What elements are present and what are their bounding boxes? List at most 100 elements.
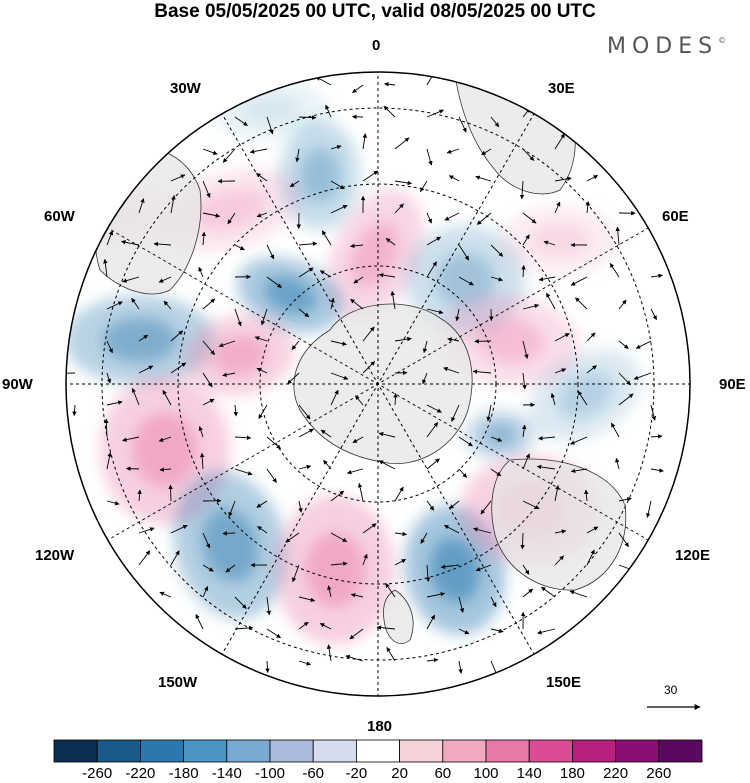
colorbar-swatch	[183, 739, 228, 763]
wind-arrow	[385, 583, 396, 598]
wind-arrow	[455, 308, 460, 322]
wind-arrow	[153, 241, 172, 247]
colorbar-swatch	[572, 739, 617, 763]
wind-arrow	[234, 244, 245, 251]
wind-arrow	[121, 240, 140, 246]
wind-arrow	[536, 464, 556, 470]
lon-label-60w: 60W	[44, 208, 75, 225]
wind-arrow	[158, 436, 172, 442]
wind-arrow	[222, 531, 236, 536]
brand-mark: ©	[718, 36, 727, 45]
wind-arrow	[202, 585, 209, 598]
wind-arrow	[362, 170, 379, 182]
wind-arrow	[458, 436, 473, 447]
wind-arrow	[260, 308, 268, 326]
wind-arrow	[131, 297, 140, 310]
wind-arrow	[618, 372, 631, 386]
anomaly-core	[263, 276, 317, 314]
wind-arrow	[440, 564, 460, 569]
wind-arrow	[394, 336, 412, 342]
wind-arrow	[234, 625, 254, 631]
wind-arrow	[72, 404, 77, 416]
wind-arrow	[378, 460, 396, 470]
colorbar-tick-label: -260	[82, 765, 113, 782]
colorbar-tick-label: -180	[168, 765, 199, 782]
wind-arrow	[320, 429, 332, 438]
wind-arrow	[266, 276, 282, 288]
lon-label-60e: 60E	[662, 208, 689, 225]
wind-arrow	[295, 148, 300, 163]
wind-arrow	[480, 500, 492, 515]
wind-arrow	[383, 105, 396, 118]
wind-arrow	[618, 393, 634, 406]
wind-arrow	[586, 526, 599, 534]
wind-arrow	[234, 435, 252, 440]
wind-arrow	[378, 272, 396, 278]
colorbar-swatch	[442, 739, 487, 763]
wind-arrow	[422, 372, 428, 385]
colorbar-tick-label: 220	[603, 765, 629, 782]
meridian-line	[217, 106, 539, 662]
lon-label-90w: 90W	[2, 376, 33, 393]
wind-arrow	[490, 628, 504, 634]
wind-arrow	[199, 452, 205, 470]
wind-arrow	[585, 201, 591, 214]
wind-arrow	[330, 561, 348, 566]
wind-arrow	[386, 646, 396, 662]
wind-arrow	[202, 398, 215, 406]
wind-arrow	[195, 613, 204, 630]
wind-arrow	[292, 564, 300, 583]
wind-arrow	[159, 591, 172, 598]
colorbar-swatch	[96, 739, 141, 763]
wind-arrow	[554, 133, 565, 150]
wind-arrow	[330, 532, 348, 543]
wind-arrow	[170, 362, 187, 374]
wind-arrow	[446, 148, 460, 154]
wind-arrow	[355, 395, 364, 406]
wind-arrow	[227, 212, 236, 225]
wind-arrow	[522, 148, 535, 161]
wind-arrow	[521, 264, 526, 278]
wind-arrow	[426, 236, 442, 246]
wind-arrow	[554, 333, 570, 342]
wind-arrow	[202, 148, 218, 155]
colorbar-swatch	[226, 739, 271, 763]
wind-arrow	[298, 660, 311, 666]
wind-arrow	[522, 340, 529, 359]
wind-arrow	[633, 372, 652, 380]
wind-arrow	[202, 180, 211, 198]
wind-arrow	[426, 261, 437, 278]
wind-arrow	[448, 175, 460, 182]
wind-arrow	[106, 372, 112, 384]
wind-arrow	[234, 116, 248, 126]
wind-arrow	[170, 550, 180, 566]
wind-arrow	[362, 523, 377, 534]
wind-arrow	[426, 458, 440, 470]
wind-arrow	[646, 500, 652, 518]
colorbar-tick-label: 140	[516, 765, 542, 782]
colorbar-swatch	[269, 739, 314, 763]
colorbar-tick-label: -100	[254, 765, 286, 782]
wind-arrow	[256, 500, 268, 508]
wind-arrow	[106, 452, 112, 470]
wind-arrow	[451, 404, 460, 422]
colorbar-tick-label: 20	[391, 765, 408, 782]
globe-border	[65, 71, 691, 697]
wind-arrow	[522, 453, 530, 470]
colorbar-swatch	[139, 739, 184, 763]
wind-arrow	[321, 230, 332, 246]
wind-arrow	[458, 116, 467, 133]
wind-arrow	[138, 334, 149, 342]
wind-arrow	[298, 596, 316, 603]
wind-arrow	[394, 137, 410, 150]
wind-arrow	[426, 592, 446, 598]
wind-arrow	[554, 555, 564, 566]
wind-arrow	[326, 644, 332, 662]
wind-arrow	[393, 392, 398, 406]
wind-arrow	[554, 176, 572, 182]
wind-arrow	[615, 226, 620, 246]
wind-arrow	[378, 432, 396, 438]
wind-arrow	[106, 400, 123, 406]
wind-arrow	[256, 212, 268, 218]
colorbar-swatch	[485, 739, 530, 763]
